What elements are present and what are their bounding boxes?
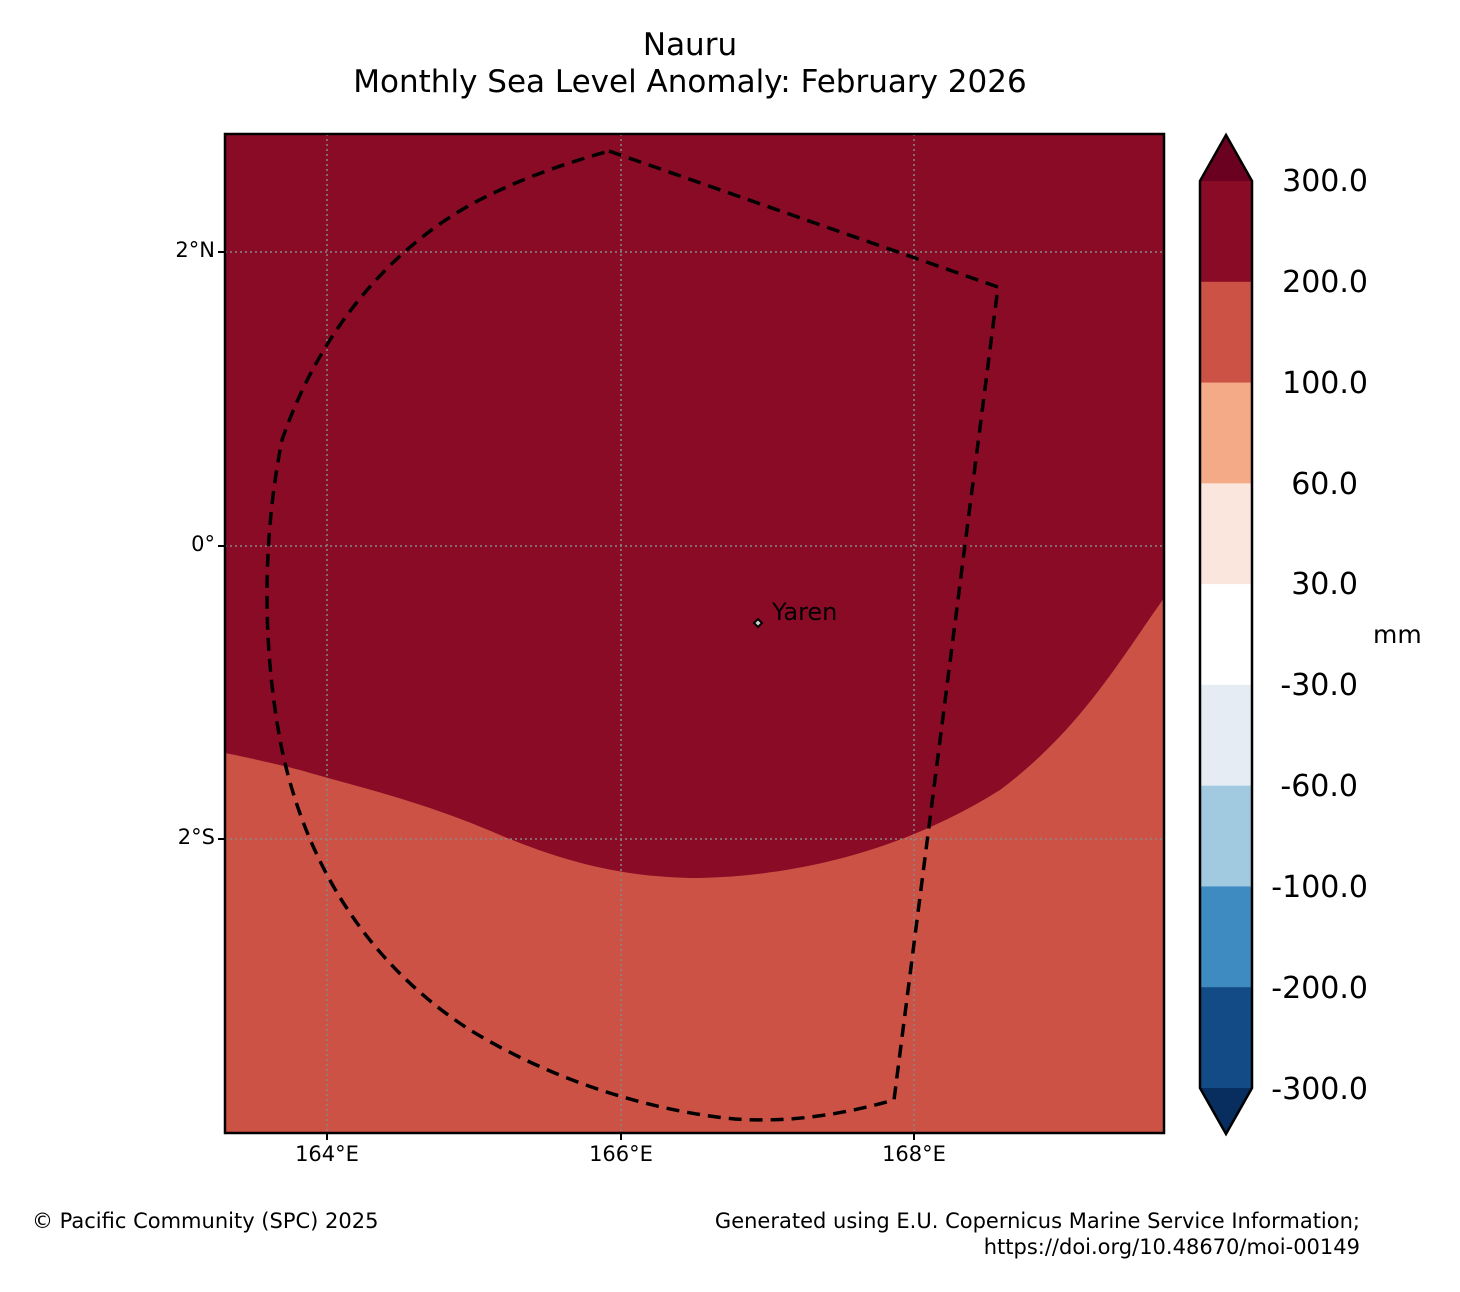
lon-label-166e: 166°E [589,1142,653,1166]
colorbar-segment [1200,987,1252,1089]
lon-label-164e: 164°E [295,1142,359,1166]
lon-label-168e: 168°E [882,1142,946,1166]
colorbar-label: -200.0 [1271,971,1368,1006]
map-frame [223,132,1166,1135]
colorbar-segment [1200,886,1252,988]
map-title: Nauru [642,27,738,63]
colorbar-label: -100.0 [1271,870,1368,905]
colorbar-label: 300.0 [1282,164,1368,199]
colorbar-label: 200.0 [1282,265,1368,300]
map-ticks [218,251,915,1140]
graticule [225,134,1164,1133]
lat-label-0: 0° [191,532,215,556]
colorbar-label: 100.0 [1282,366,1368,401]
colorbar-label: 30.0 [1291,567,1358,602]
eez-boundary [265,149,1000,1122]
colorbar-segment [1200,181,1252,283]
colorbar-extend-max [1200,135,1252,181]
copyright-notice: © Pacific Community (SPC) 2025 [32,1209,379,1233]
colorbar-label: -300.0 [1271,1072,1368,1107]
lat-label-2n: 2°N [175,238,215,262]
lat-label-2s: 2°S [177,825,215,849]
colorbar-segment [1200,584,1252,686]
colorbar-unit: mm [1373,620,1422,649]
colorbar [1198,132,1254,1137]
data-source-line: Generated using E.U. Copernicus Marine S… [714,1209,1360,1233]
place-label-yaren: Yaren [771,598,837,626]
nauru-island-marker [752,617,764,629]
colorbar-label: -30.0 [1280,668,1358,703]
colorbar-segment [1200,785,1252,888]
colorbar-label: 60.0 [1291,467,1358,502]
anomaly-fill-above-200 [225,134,1164,878]
map-area: Yaren [225,134,1164,1133]
colorbar-segment [1200,684,1252,787]
colorbar-extend-min [1200,1088,1252,1134]
data-source-note: Generated using E.U. Copernicus Marine S… [715,1208,1360,1260]
colorbar-outline [1198,132,1254,1137]
colorbar-segment [1200,382,1252,484]
colorbar-segment [1200,483,1252,585]
colorbar-segment [1200,281,1252,384]
map-subtitle: Monthly Sea Level Anomaly: February 2026 [353,64,1027,100]
data-source-doi: https://doi.org/10.48670/moi-00149 [983,1235,1360,1259]
colorbar-label: -60.0 [1280,769,1358,804]
